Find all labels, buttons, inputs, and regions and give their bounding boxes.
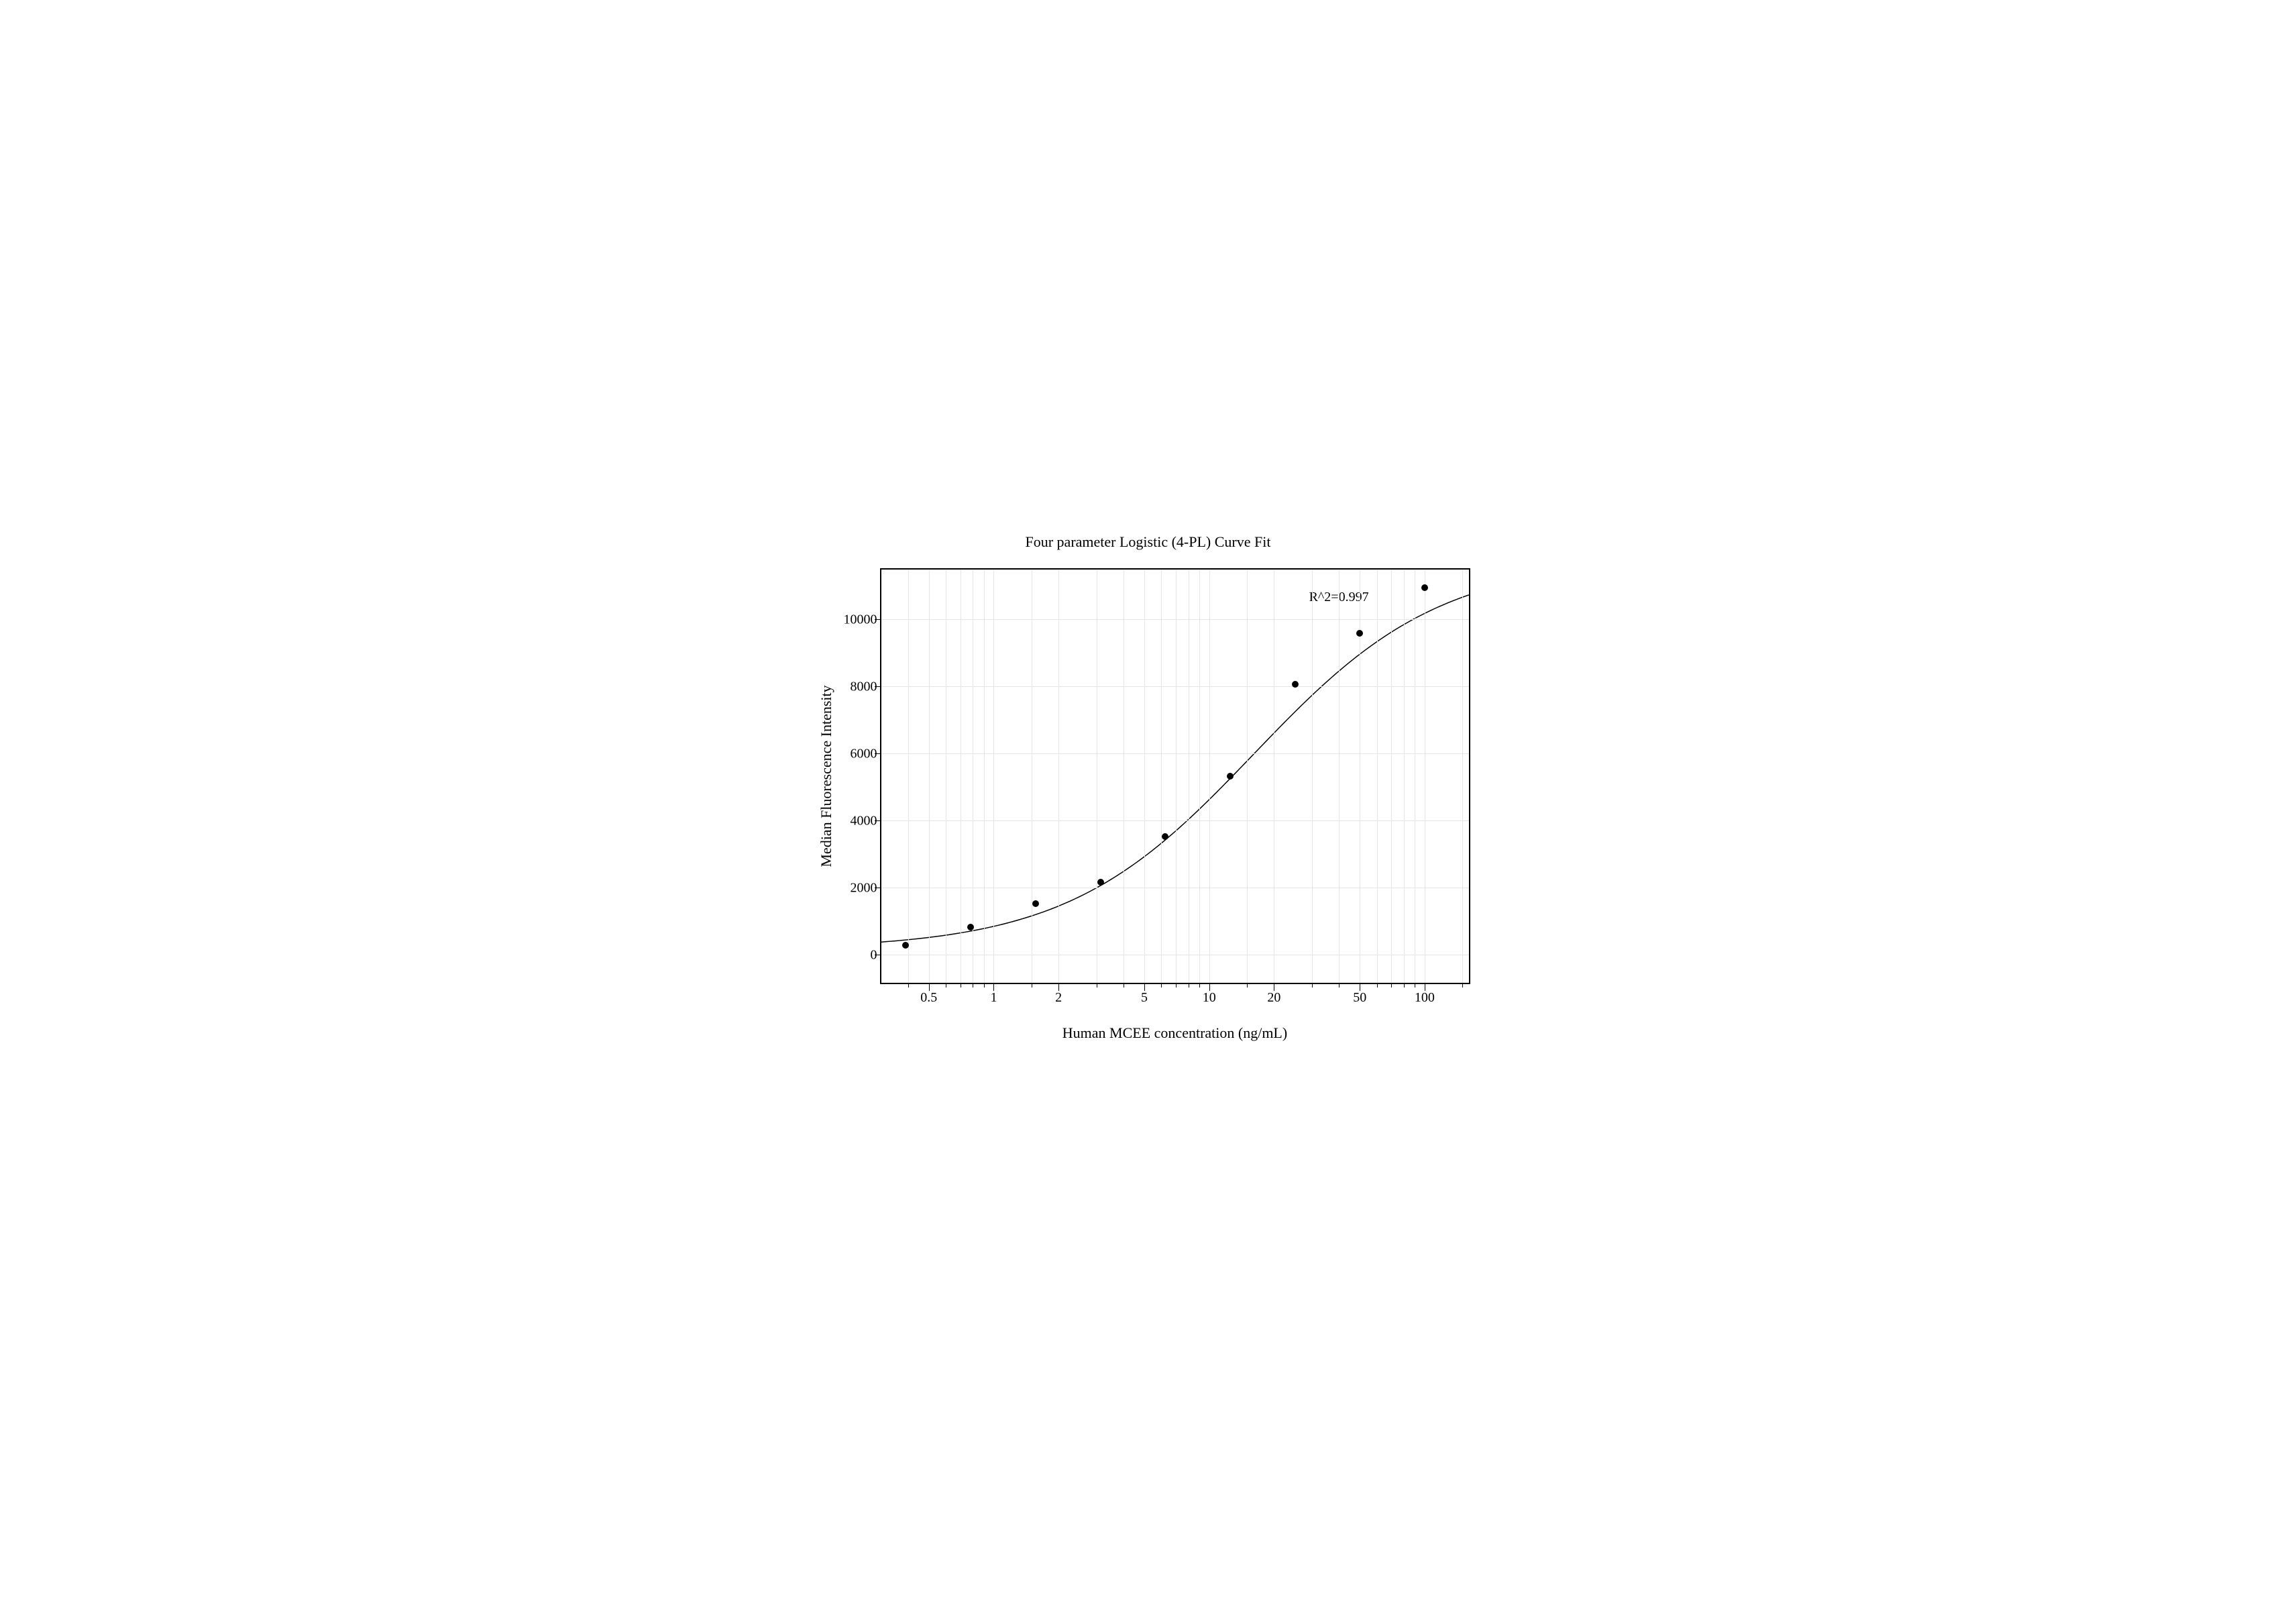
gridline-vertical [993,570,994,983]
gridline-vertical-minor [1176,570,1177,983]
x-tick-minor [1176,983,1177,987]
data-point [1097,879,1104,886]
y-tick-label: 8000 [837,679,877,694]
gridline-vertical-minor [1161,570,1162,983]
data-point [967,924,974,930]
x-tick-label: 1 [990,990,997,1006]
x-tick-label: 50 [1353,990,1366,1006]
x-tick-minor [1161,983,1162,987]
x-tick-minor [1199,983,1200,987]
x-tick-label: 5 [1141,990,1148,1006]
plot-area: R^2=0.997 0.5125102050100020004000600080… [880,568,1470,984]
data-point [1421,584,1428,591]
chart-container: Four parameter Logistic (4-PL) Curve Fit… [746,521,1551,1083]
x-tick-minor [1312,983,1313,987]
gridline-vertical [1144,570,1145,983]
x-tick-label: 0.5 [920,990,937,1006]
y-axis-title: Median Fluorescence Intensity [818,685,835,867]
y-tick-label: 10000 [837,612,877,627]
data-point [1162,833,1168,840]
x-tick-minor [1377,983,1378,987]
gridline-vertical-minor [1404,570,1405,983]
x-tick-minor [984,983,985,987]
gridline-horizontal [881,686,1469,687]
x-tick-label: 20 [1267,990,1280,1006]
data-point [1356,630,1363,637]
gridline-vertical [929,570,930,983]
data-point [1292,681,1299,688]
gridline-horizontal [881,753,1469,754]
x-tick-minor [1247,983,1248,987]
gridline-vertical-minor [908,570,909,983]
x-tick-minor [908,983,909,987]
data-point [902,942,909,949]
gridline-vertical-minor [1199,570,1200,983]
gridline-horizontal [881,820,1469,821]
gridline-vertical-minor [984,570,985,983]
x-tick-label: 10 [1203,990,1216,1006]
x-axis-title: Human MCEE concentration (ng/mL) [880,1024,1470,1042]
gridline-vertical-minor [1391,570,1392,983]
fit-curve [881,570,1469,983]
gridline-vertical-minor [1462,570,1463,983]
y-tick-label: 4000 [837,814,877,829]
fit-curve-path [881,594,1469,941]
y-tick-label: 2000 [837,881,877,896]
data-point [1227,773,1234,780]
gridline-vertical [1058,570,1059,983]
gridline-vertical-minor [1377,570,1378,983]
gridline-vertical-minor [1247,570,1248,983]
gridline-horizontal [881,619,1469,620]
y-tick-label: 0 [837,948,877,963]
x-tick-minor [1339,983,1340,987]
x-tick-label: 2 [1055,990,1062,1006]
x-tick-label: 100 [1415,990,1435,1006]
gridline-vertical-minor [1312,570,1313,983]
data-point [1032,900,1039,907]
gridline-vertical [1209,570,1210,983]
x-tick-minor [1391,983,1392,987]
chart-title: Four parameter Logistic (4-PL) Curve Fit [746,533,1551,551]
y-tick-label: 6000 [837,746,877,761]
gridline-vertical-minor [1339,570,1340,983]
x-tick-minor [1462,983,1463,987]
x-tick-minor [1404,983,1405,987]
